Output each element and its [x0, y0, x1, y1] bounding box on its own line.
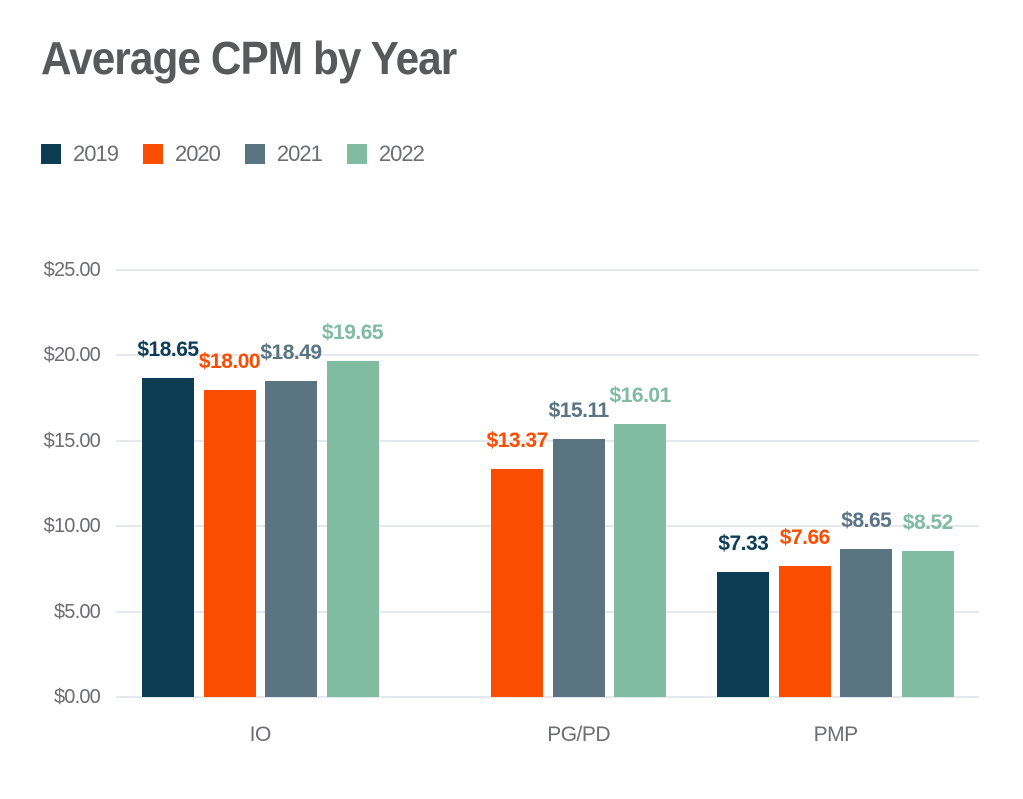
legend-swatch [142, 144, 163, 164]
legend-item: 2019 [41, 141, 119, 166]
bar-value-label: $8.65 [841, 509, 892, 533]
legend: 2019 2020 2021 2022 [41, 141, 425, 166]
plot-area: $18.65 $18.00 $18.49 $19.65 IO $13.37 $15.11 $1… [116, 269, 979, 745]
gridline [116, 439, 979, 442]
chart-title: Average CPM by Year [41, 32, 457, 84]
y-axis-tick-label: $25.00 [43, 259, 101, 281]
bar-2019-pmp [717, 571, 770, 697]
bar-2021-pmp [840, 549, 893, 697]
x-axis-label: IO [249, 723, 272, 746]
legend-label: 2022 [378, 141, 425, 166]
legend-swatch [346, 144, 367, 164]
legend-swatch [41, 144, 61, 164]
gridline [116, 696, 979, 698]
bar-2022-io [326, 361, 379, 697]
legend-item: 2021 [244, 141, 323, 166]
bar-2020-pg-pd [491, 468, 544, 697]
bar-value-label: $8.52 [902, 511, 954, 535]
gridline [116, 354, 979, 357]
x-axis-label: PMP [813, 723, 859, 746]
y-axis-tick-label: $10.00 [43, 515, 101, 538]
bar-value-label: $16.01 [609, 383, 672, 407]
bar-value-label: $7.33 [718, 531, 769, 555]
bar-value-label: $7.66 [779, 526, 831, 550]
bar-value-label: $13.37 [486, 428, 549, 452]
bar-2022-pmp [901, 551, 954, 697]
bar-value-label: $18.65 [137, 338, 199, 362]
bar-2021-pg-pd [552, 438, 605, 697]
bar-2020-pmp [778, 566, 831, 697]
bar-value-label: $18.00 [198, 349, 261, 373]
legend-item: 2020 [142, 141, 221, 166]
gridline [116, 269, 979, 271]
legend-label: 2019 [73, 141, 119, 166]
bar-value-label: $18.49 [260, 341, 322, 365]
gridline [116, 610, 979, 613]
y-axis-tick-label: $20.00 [43, 344, 101, 367]
bar-value-label: $15.11 [548, 398, 610, 422]
bar-value-label: $19.65 [321, 321, 384, 345]
bar-2019-io [142, 378, 194, 697]
bar-2022-pg-pd [614, 423, 667, 697]
x-axis-label: PG/PD [547, 723, 611, 746]
legend-label: 2020 [174, 141, 221, 166]
gridline [116, 525, 979, 528]
y-axis-tick-label: $0.00 [53, 686, 101, 708]
legend-label: 2021 [276, 141, 323, 166]
bar-2020-io [203, 389, 256, 697]
legend-item: 2022 [346, 141, 425, 166]
y-axis-tick-label: $5.00 [53, 600, 101, 623]
legend-swatch [244, 144, 265, 164]
y-axis-tick-label: $15.00 [43, 429, 101, 452]
bar-2021-io [265, 381, 317, 697]
